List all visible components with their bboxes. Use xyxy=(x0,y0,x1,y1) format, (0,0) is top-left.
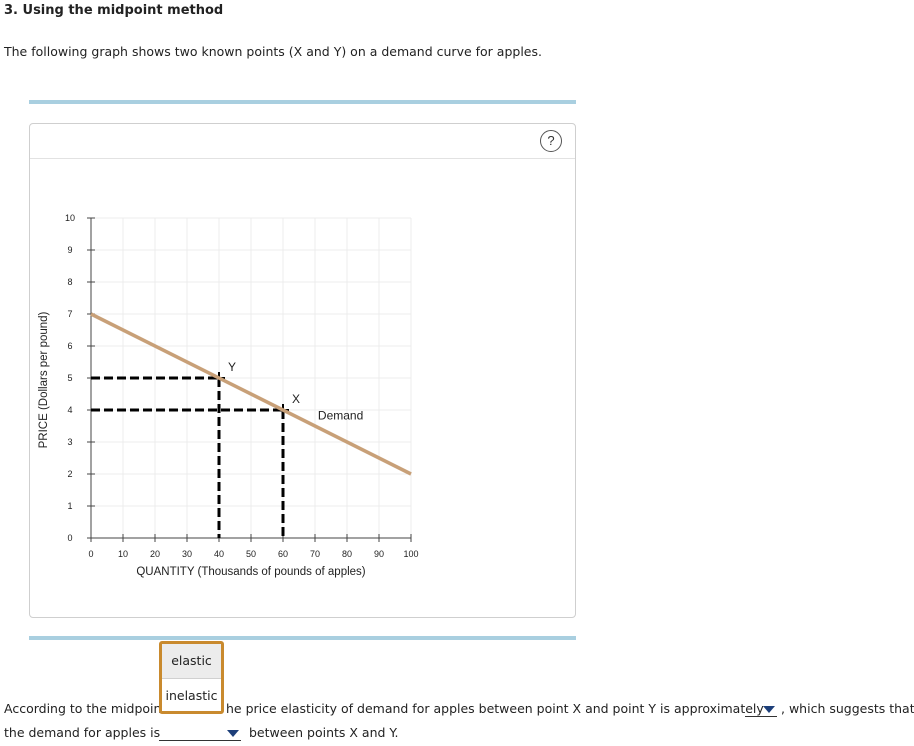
x-tick-label: 90 xyxy=(374,549,384,559)
y-axis-label: PRICE (Dollars per pound) xyxy=(38,311,50,448)
y-tick-label: 8 xyxy=(67,277,72,287)
bottom-divider xyxy=(29,636,576,640)
graph-panel-toolbar: ? xyxy=(30,124,575,159)
dropdown-menu[interactable]: elastic inelastic xyxy=(159,641,224,714)
y-tick-label: 3 xyxy=(67,437,72,447)
question-part1-end: , which suggests that xyxy=(781,701,914,716)
elasticity-value-dropdown[interactable] xyxy=(745,702,777,717)
y-tick-label: 2 xyxy=(67,469,72,479)
question-part1-prefix: According to the midpoint xyxy=(4,701,167,716)
question-line-1: According to the midpoint xyxy=(4,701,166,716)
x-tick-label: 0 xyxy=(88,549,93,559)
x-tick-label: 80 xyxy=(342,549,352,559)
y-tick-label: 9 xyxy=(67,245,72,255)
chevron-down-icon xyxy=(227,730,239,737)
y-tick-label: 0 xyxy=(67,533,72,543)
x-tick-label: 60 xyxy=(278,549,288,559)
question-part2-prefix: the demand for apples is xyxy=(4,725,161,740)
x-tick-label: 30 xyxy=(182,549,192,559)
y-tick-label: 1 xyxy=(67,501,72,511)
demand-type-dropdown[interactable] xyxy=(159,726,241,741)
question-heading: 3. Using the midpoint method xyxy=(4,3,224,18)
y-tick-label: 6 xyxy=(67,341,72,351)
x-tick-label: 70 xyxy=(310,549,320,559)
y-tick-label: 5 xyxy=(67,373,72,383)
top-divider xyxy=(29,100,576,104)
help-icon[interactable]: ? xyxy=(540,130,562,152)
series-label-demand: Demand xyxy=(318,409,363,423)
y-tick-label: 10 xyxy=(65,213,75,223)
question-part2-suffix: between points X and Y. xyxy=(249,725,399,740)
dropdown-option-inelastic[interactable]: inelastic xyxy=(165,688,218,703)
demand-curve xyxy=(90,312,412,476)
point-label: Y xyxy=(228,360,236,374)
y-tick-label: 4 xyxy=(67,405,72,415)
chevron-down-icon xyxy=(763,706,775,713)
x-tick-label: 50 xyxy=(246,549,256,559)
question-intro: The following graph shows two known poin… xyxy=(4,44,542,59)
graph-panel: ? xyxy=(29,123,576,618)
point-label: X xyxy=(292,392,300,406)
x-tick-label: 10 xyxy=(118,549,128,559)
x-axis-label: QUANTITY (Thousands of pounds of apples) xyxy=(136,566,365,578)
dropdown-option-elastic[interactable]: elastic xyxy=(162,644,221,679)
x-tick-label: 40 xyxy=(214,549,224,559)
x-tick-label: 20 xyxy=(150,549,160,559)
question-part1-suffix: he price elasticity of demand for apples… xyxy=(226,701,764,716)
x-tick-label: 100 xyxy=(403,549,418,559)
question-line-1b: he price elasticity of demand for apples… xyxy=(226,701,764,716)
y-tick-label: 7 xyxy=(67,309,72,319)
